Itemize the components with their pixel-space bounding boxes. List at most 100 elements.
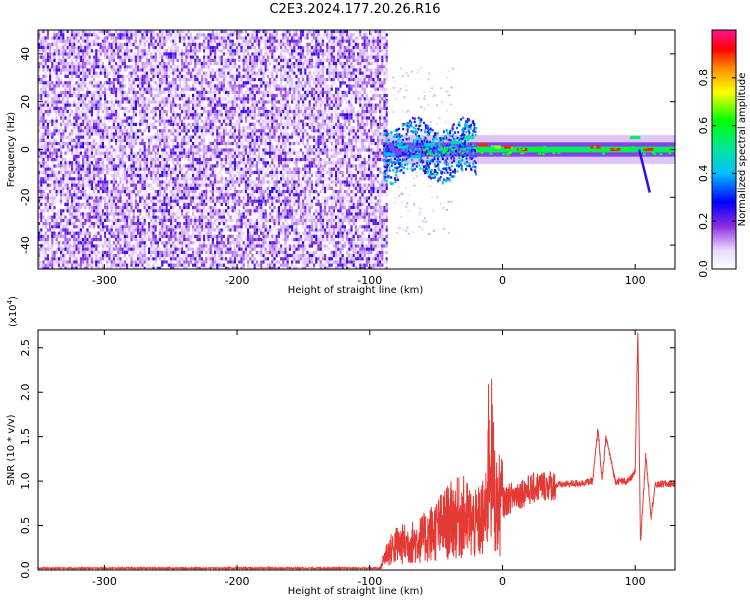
noise-cell xyxy=(185,202,188,206)
noise-cell xyxy=(174,94,177,98)
noise-cell xyxy=(115,222,118,226)
noise-cell xyxy=(101,84,104,88)
noise-cell xyxy=(220,151,223,155)
noise-cell xyxy=(148,142,151,146)
noise-cell xyxy=(68,90,71,94)
noise-cell xyxy=(161,90,164,94)
noise-cell xyxy=(79,190,82,194)
noise-cell xyxy=(148,170,151,174)
noise-cell xyxy=(53,103,56,107)
noise-cell xyxy=(196,234,199,238)
noise-cell xyxy=(51,241,54,245)
noise-cell xyxy=(159,30,162,34)
noise-cell xyxy=(93,129,96,133)
noise-cell xyxy=(152,228,155,232)
noise-cell xyxy=(97,103,100,107)
noise-cell xyxy=(82,39,85,43)
noise-cell xyxy=(110,113,113,117)
noise-cell xyxy=(161,116,164,120)
noise-cell xyxy=(198,202,201,206)
noise-cell xyxy=(84,100,87,104)
noise-cell xyxy=(75,244,78,248)
noise-cell xyxy=(53,49,56,53)
noise-cell xyxy=(178,241,181,245)
noise-cell xyxy=(121,202,124,206)
noise-cell xyxy=(68,116,71,120)
noise-cell xyxy=(71,244,74,248)
noise-cell xyxy=(185,62,188,66)
noise-cell xyxy=(86,231,89,235)
noise-cell xyxy=(66,228,69,232)
noise-cell xyxy=(163,228,166,232)
noise-cell xyxy=(95,238,98,242)
noise-cell xyxy=(154,180,157,184)
noise-cell xyxy=(207,62,210,66)
noise-cell xyxy=(134,234,137,238)
noise-cell xyxy=(71,103,74,107)
noise-cell xyxy=(115,52,118,56)
noise-cell xyxy=(115,225,118,229)
noise-cell xyxy=(128,212,131,216)
noise-cell xyxy=(143,183,146,187)
noise-cell xyxy=(106,148,109,152)
noise-cell xyxy=(227,132,230,136)
noise-cell xyxy=(132,170,135,174)
noise-cell xyxy=(176,138,179,142)
noise-cell xyxy=(227,151,230,155)
noise-cell xyxy=(170,215,173,219)
noise-cell xyxy=(165,33,168,37)
noise-cell xyxy=(170,199,173,203)
noise-cell xyxy=(110,138,113,142)
noise-cell xyxy=(128,142,131,146)
noise-cell xyxy=(216,62,219,66)
noise-cell xyxy=(68,106,71,110)
noise-cell xyxy=(57,94,60,98)
noise-cell xyxy=(119,228,122,232)
noise-cell xyxy=(134,161,137,165)
noise-cell xyxy=(130,228,133,232)
noise-cell xyxy=(229,135,232,139)
noise-cell xyxy=(172,266,175,269)
noise-cell xyxy=(126,177,129,181)
noise-cell xyxy=(216,148,219,152)
noise-cell xyxy=(93,119,96,123)
noise-cell xyxy=(214,174,217,178)
noise-cell xyxy=(88,119,91,123)
noise-cell xyxy=(159,247,162,251)
noise-cell xyxy=(110,266,113,269)
noise-cell xyxy=(119,225,122,229)
noise-cell xyxy=(46,97,49,101)
noise-cell xyxy=(82,103,85,107)
noise-cell xyxy=(77,33,80,37)
noise-cell xyxy=(218,180,221,184)
noise-cell xyxy=(60,257,63,261)
noise-cell xyxy=(101,225,104,229)
noise-cell xyxy=(51,52,54,56)
noise-cell xyxy=(161,177,164,181)
noise-cell xyxy=(187,49,190,53)
noise-cell xyxy=(101,247,104,251)
noise-cell xyxy=(209,225,212,229)
noise-cell xyxy=(209,244,212,248)
noise-cell xyxy=(44,247,47,251)
noise-cell xyxy=(79,81,82,85)
noise-cell xyxy=(79,206,82,210)
noise-cell xyxy=(77,106,80,110)
noise-cell xyxy=(222,234,225,238)
noise-cell xyxy=(181,36,184,40)
noise-cell xyxy=(196,180,199,184)
noise-cell xyxy=(119,244,122,248)
noise-cell xyxy=(112,231,115,235)
noise-cell xyxy=(183,78,186,82)
noise-cell xyxy=(93,74,96,78)
noise-cell xyxy=(88,186,91,190)
noise-cell xyxy=(97,170,100,174)
noise-cell xyxy=(51,74,54,78)
noise-cell xyxy=(198,126,201,130)
noise-cell xyxy=(203,154,206,158)
noise-cell xyxy=(110,106,113,110)
noise-cell xyxy=(205,36,208,40)
noise-cell xyxy=(211,62,214,66)
noise-cell xyxy=(123,206,126,210)
noise-cell xyxy=(62,30,65,34)
